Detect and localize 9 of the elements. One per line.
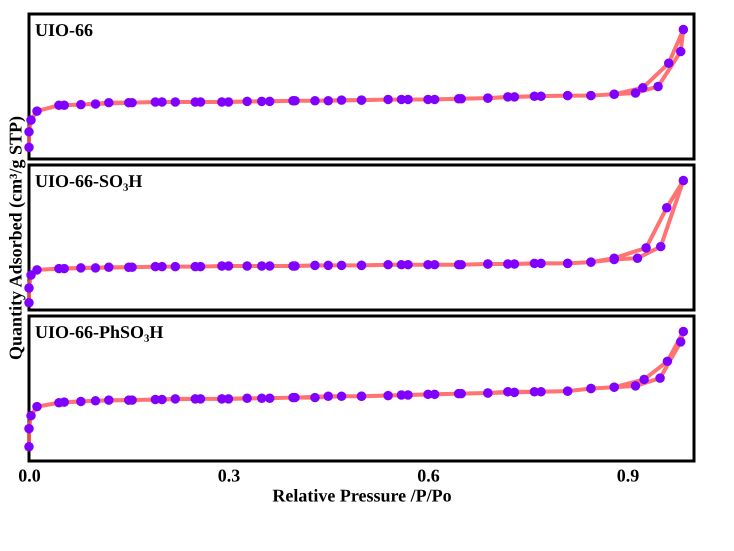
chart-title: UIO-66-PhSO₃H <box>35 322 164 342</box>
x-tick-label: 0.0 <box>18 466 41 486</box>
chart-title: UIO-66 <box>35 20 93 40</box>
x-tick-label: 0.9 <box>616 466 640 486</box>
x-tick-label: 0.6 <box>417 466 440 486</box>
x-tick-label: 0.3 <box>218 466 240 486</box>
chart-title: UIO-66-SO₃H <box>35 171 142 191</box>
y-axis-title: Quantity Adsorbed (cm³/g STP) <box>6 116 26 360</box>
x-axis-title: Relative Pressure /P/Po <box>272 486 452 506</box>
